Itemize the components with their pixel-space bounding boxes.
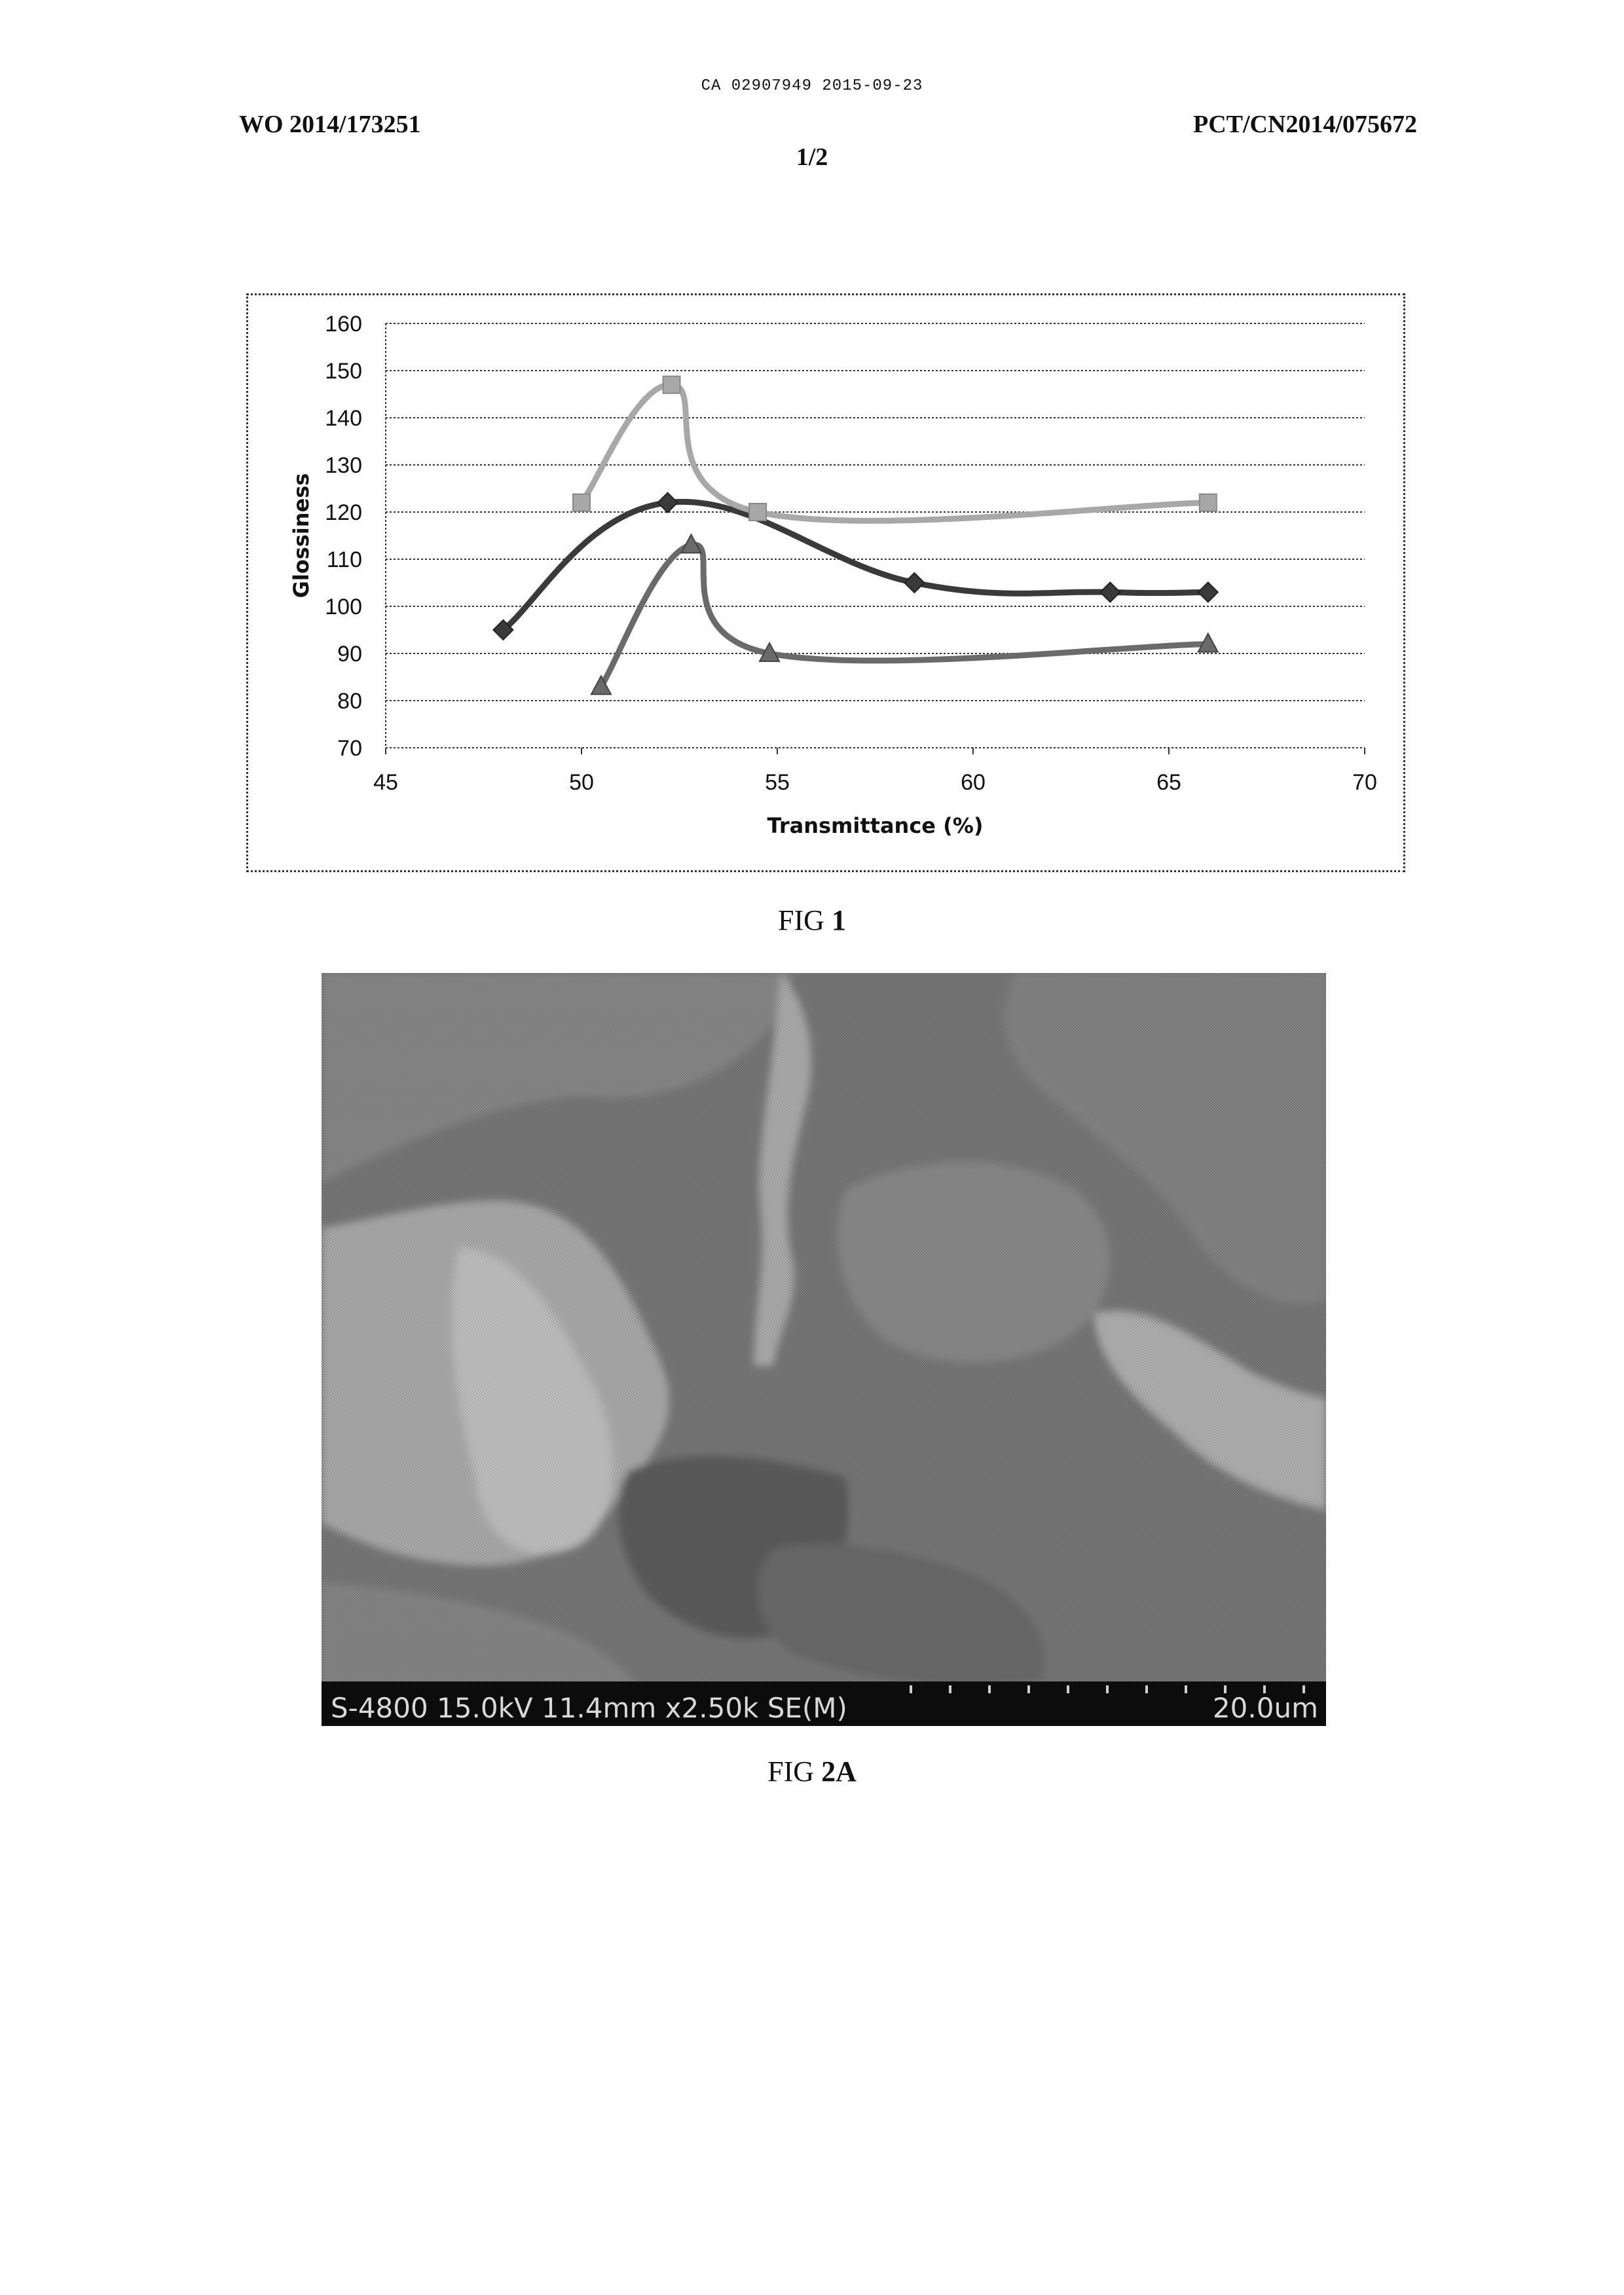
y-tick-label: 120 (325, 500, 362, 525)
data-point (749, 504, 766, 521)
sem-scale-text: 20.0um (1213, 1692, 1318, 1724)
y-tick-label: 130 (325, 453, 362, 478)
data-point (1200, 494, 1217, 511)
sheet-number: 1/2 (0, 143, 1624, 172)
data-point (1100, 582, 1120, 602)
y-tick-label: 80 (337, 689, 362, 714)
chart-series (493, 376, 1217, 695)
x-tick-label: 50 (569, 770, 594, 795)
chart-gridlines (386, 323, 1365, 701)
sem-info-text: S-4800 15.0kV 11.4mm x2.50k SE(M) (331, 1692, 847, 1724)
glossiness-chart: 70 80 90 100 110 120 130 140 150 160 45 50 55 60 6570 … (246, 293, 1405, 872)
series-1 (493, 493, 1217, 640)
x-tick-label: 55 (765, 770, 790, 795)
data-point (573, 494, 590, 511)
y-tick-label: 90 (337, 642, 362, 667)
x-axis-title: Transmittance (%) (767, 813, 984, 838)
figure-2a-caption: FIG 2A (0, 1755, 1624, 1788)
x-tick-label: 45 (373, 770, 398, 795)
application-number: PCT/CN2014/075672 (1193, 110, 1417, 139)
document-id-line: CA 02907949 2015-09-23 (0, 77, 1624, 95)
y-axis-title: Glossiness (289, 473, 314, 598)
chart-axes (386, 323, 1365, 754)
data-point (658, 493, 678, 513)
figure-1-number: 1 (832, 904, 846, 936)
data-point (904, 573, 924, 593)
y-tick-label: 70 (337, 736, 362, 761)
x-tick-label: 70 (1352, 770, 1377, 795)
y-tick-label: 100 (325, 595, 362, 619)
publication-number: WO 2014/173251 (239, 110, 421, 139)
y-tick-label: 140 (325, 406, 362, 431)
sem-background (322, 973, 1326, 1726)
chart-tick-labels: 70 80 90 100 110 120 130 140 150 160 45 50 55 60 65 70 (325, 312, 1377, 795)
x-tick-label: 65 (1156, 770, 1181, 795)
y-tick-label: 150 (325, 359, 362, 384)
series-line (601, 545, 1208, 686)
figure-2a-number: 2A (821, 1755, 857, 1788)
x-tick-label: 60 (961, 770, 986, 795)
y-tick-label: 160 (325, 312, 362, 337)
sem-micrograph: S-4800 15.0kV 11.4mm x2.50k SE(M) 20.0um (322, 973, 1326, 1726)
figure-1-prefix: FIG (778, 904, 832, 936)
figure-1-caption: FIG 1 (0, 904, 1624, 937)
figure-2a-prefix: FIG (767, 1755, 821, 1788)
data-point (1198, 582, 1218, 602)
data-point (663, 376, 680, 394)
y-tick-label: 110 (327, 547, 362, 572)
